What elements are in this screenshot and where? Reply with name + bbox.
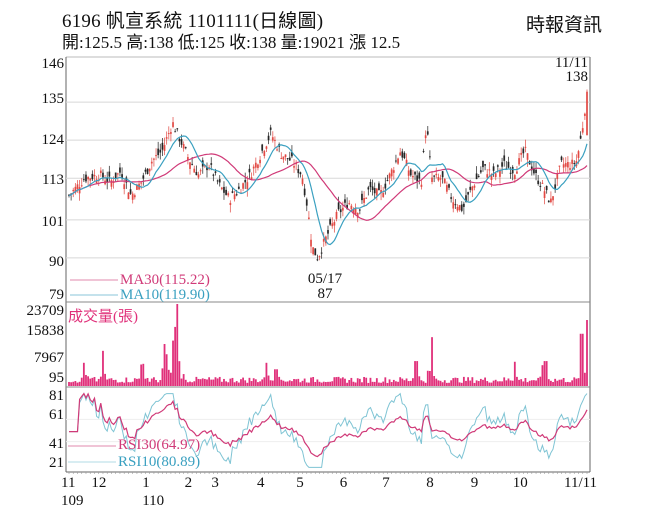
low-price-annotation: 87	[317, 286, 333, 302]
x-tick-label: 12	[91, 475, 107, 491]
x-tick-label: 11	[61, 475, 76, 491]
vol-tick-15838: 15838	[26, 323, 65, 339]
x-tick-label: 4	[256, 475, 265, 491]
last-price-annotation: 138	[565, 69, 589, 85]
y-tick-79: 79	[49, 287, 64, 303]
x-tick-label: 1	[142, 475, 150, 491]
x-tick-year: 109	[61, 493, 84, 509]
rsi-tick-41: 41	[49, 436, 64, 452]
low-date-annotation: 05/17	[307, 271, 343, 287]
y-tick-135: 135	[41, 91, 65, 107]
legend-volume: 成交量(張)	[68, 309, 138, 325]
rsi-tick-61: 61	[49, 407, 64, 423]
x-tick-label: 7	[382, 475, 390, 491]
source-label: 時報資訊	[525, 15, 602, 36]
y-tick-101: 101	[41, 214, 65, 230]
legend-rsi10: RSI10(80.89)	[118, 454, 201, 470]
x-tick-label: 3	[211, 475, 219, 491]
rsi-tick-81: 81	[49, 388, 64, 404]
x-tick-label: 6	[339, 475, 348, 491]
x-tick-label: 9	[470, 475, 479, 491]
vol-tick-23709: 23709	[26, 303, 65, 319]
legend-ma30: MA30(115.22)	[120, 272, 210, 288]
x-tick-label: 2	[184, 475, 193, 491]
chart-title: 6196 帆宣系統 1101111(日線圖)	[62, 11, 324, 32]
last-date-annotation: 11/11	[554, 55, 588, 71]
x-tick-label: 11/11	[564, 475, 598, 491]
rsi-tick-21: 21	[49, 455, 64, 471]
y-tick-90: 90	[49, 254, 64, 270]
legend-rsi30: RSI30(64.97)	[118, 437, 201, 453]
x-tick-label: 8	[426, 475, 434, 491]
vol-tick-95: 95	[49, 370, 64, 386]
x-tick-label: 5	[296, 475, 304, 491]
price-stats: 開:125.5 高:138 低:125 收:138 量:19021 漲 12.5	[62, 33, 401, 52]
vol-tick-7967: 7967	[34, 350, 64, 366]
y-tick-113: 113	[42, 172, 64, 188]
y-tick-124: 124	[41, 132, 65, 148]
x-tick-label: 10	[512, 475, 528, 491]
y-tick-146: 146	[41, 56, 65, 72]
x-tick-year: 110	[142, 493, 165, 509]
legend-ma10: MA10(119.90)	[120, 287, 210, 303]
